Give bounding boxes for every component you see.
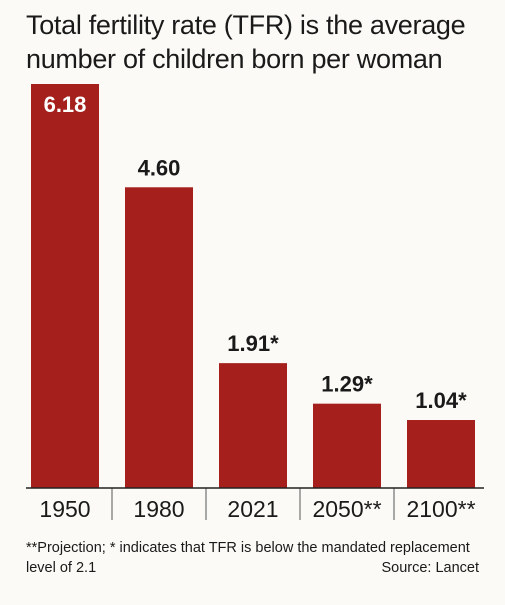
category-label: 2050**: [312, 496, 381, 522]
bar-2100: [407, 420, 475, 488]
value-label: 1.29*: [321, 372, 373, 397]
chart-title: Total fertility rate (TFR) is the averag…: [26, 10, 466, 74]
category-label: 1980: [133, 496, 184, 522]
bar-2050: [313, 403, 381, 488]
value-label: 1.04*: [415, 388, 467, 413]
bar-1950: [31, 84, 99, 488]
value-label: 6.18: [44, 92, 87, 117]
footnote: **Projection; * indicates that TFR is be…: [26, 540, 470, 576]
value-label: 1.91*: [227, 331, 279, 356]
category-label: 2021: [227, 496, 278, 522]
bar-1980: [125, 187, 193, 488]
source-note: Source: Lancet: [381, 560, 479, 576]
bar-2021: [219, 363, 287, 488]
value-label: 4.60: [138, 155, 181, 180]
category-label: 2100**: [406, 496, 475, 522]
category-label: 1950: [39, 496, 90, 522]
